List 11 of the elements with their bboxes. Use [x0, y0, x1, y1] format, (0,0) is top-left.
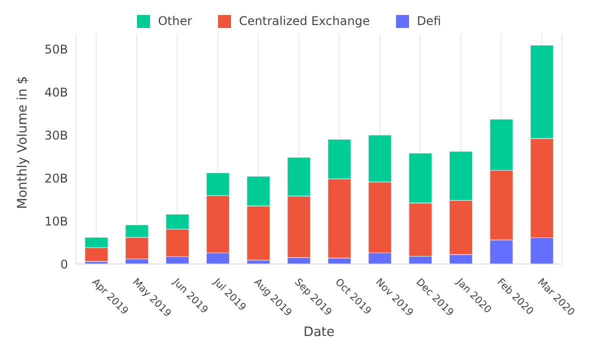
y-tick-label: 40B [44, 85, 68, 100]
x-axis-title: Date [303, 325, 335, 340]
y-tick-label: 50B [44, 42, 68, 56]
y-tick-label: 20B [44, 171, 68, 186]
legend-label: Other [156, 14, 192, 28]
legend-label: Centralized Exchange [238, 14, 370, 28]
legend-label: Defi [416, 14, 442, 28]
y-tick-label: 0 [60, 257, 68, 272]
y-tick-label: 30B [44, 128, 68, 142]
y-axis-title: Monthly Volume in $ [16, 76, 31, 209]
y-tick-label: 10B [44, 214, 68, 228]
